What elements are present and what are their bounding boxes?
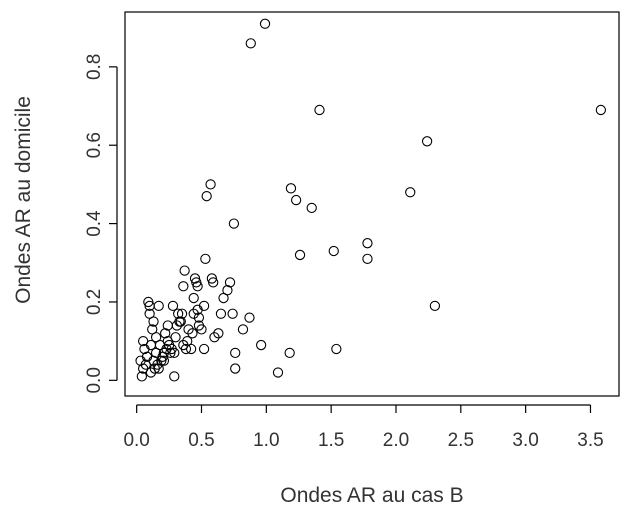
x-axis-title: Ondes AR au cas B (280, 484, 463, 507)
data-point (143, 296, 154, 308)
x-tick-label: 1.0 (253, 430, 279, 451)
data-point (201, 191, 212, 202)
data-point (314, 104, 325, 116)
data-point (169, 371, 180, 382)
data-point (136, 371, 148, 382)
data-point (160, 328, 171, 339)
data-point (205, 179, 216, 190)
data-point (429, 300, 441, 312)
data-point (244, 312, 255, 323)
data-point (167, 300, 179, 312)
data-point (362, 253, 373, 265)
data-point (135, 355, 146, 366)
data-point (259, 18, 271, 29)
data-point (149, 363, 160, 374)
x-tick-label: 0.5 (188, 430, 214, 451)
data-point (178, 339, 189, 351)
x-tick-label: 0.0 (123, 430, 149, 451)
y-axis: 0.0 0.2 0.4 0.6 0.8 (84, 54, 118, 394)
data-point (284, 347, 295, 359)
data-point (215, 308, 227, 319)
data-point (331, 343, 342, 355)
data-point (198, 343, 210, 355)
data-point (198, 300, 210, 312)
data-point (230, 363, 241, 374)
data-point (272, 367, 284, 378)
data-point (209, 332, 220, 343)
data-point (138, 335, 149, 347)
x-axis: 0.0 0.5 1.0 1.5 2.0 2.5 3.0 3.5 (123, 404, 604, 451)
data-point (187, 328, 198, 339)
data-point (595, 104, 606, 116)
y-tick-label: 0.6 (84, 132, 105, 158)
data-point (153, 300, 164, 312)
data-point (362, 238, 373, 249)
y-tick-label: 0.8 (84, 54, 105, 80)
data-point (179, 265, 190, 276)
data-point (290, 194, 302, 206)
data-point (176, 308, 188, 319)
data-point (237, 324, 249, 335)
y-tick-label: 0.4 (84, 210, 105, 237)
data-point (218, 292, 229, 304)
data-point (328, 245, 339, 257)
data-point (188, 308, 199, 319)
data-point (189, 273, 201, 284)
data-point (230, 347, 241, 359)
data-point (192, 281, 203, 292)
data-point (294, 249, 306, 261)
data-point (173, 308, 184, 319)
data-point (421, 136, 433, 147)
data-point (182, 335, 193, 347)
y-tick-label: 0.0 (84, 367, 105, 393)
x-tick-label: 2.0 (383, 430, 409, 451)
data-point (193, 312, 205, 323)
data-point (162, 320, 173, 331)
x-tick-label: 2.5 (448, 430, 474, 451)
y-axis-title: Ondes AR au domicile (12, 96, 35, 304)
data-point (144, 308, 155, 319)
data-point (193, 320, 205, 331)
data-point (255, 339, 267, 351)
data-point (188, 292, 199, 304)
data-point (224, 277, 236, 288)
data-point (228, 218, 240, 229)
data-points (135, 18, 606, 382)
x-tick-label: 3.0 (512, 430, 538, 451)
plot-frame (124, 11, 620, 397)
data-point (200, 253, 211, 265)
data-point (183, 324, 194, 335)
data-point (145, 367, 157, 378)
data-point (213, 328, 224, 339)
data-point (405, 187, 416, 198)
data-point (227, 308, 238, 319)
data-point (208, 277, 219, 288)
data-point (306, 202, 317, 214)
data-point (150, 347, 162, 359)
data-point (169, 347, 180, 359)
data-point (139, 343, 150, 355)
data-point (156, 355, 167, 366)
y-tick-label: 0.2 (84, 289, 105, 315)
data-point (285, 183, 297, 194)
data-point (150, 332, 162, 343)
x-tick-label: 1.5 (318, 430, 344, 451)
data-point (245, 38, 256, 49)
x-tick-label: 3.5 (577, 430, 603, 451)
data-point (158, 355, 170, 366)
data-point (178, 281, 189, 292)
